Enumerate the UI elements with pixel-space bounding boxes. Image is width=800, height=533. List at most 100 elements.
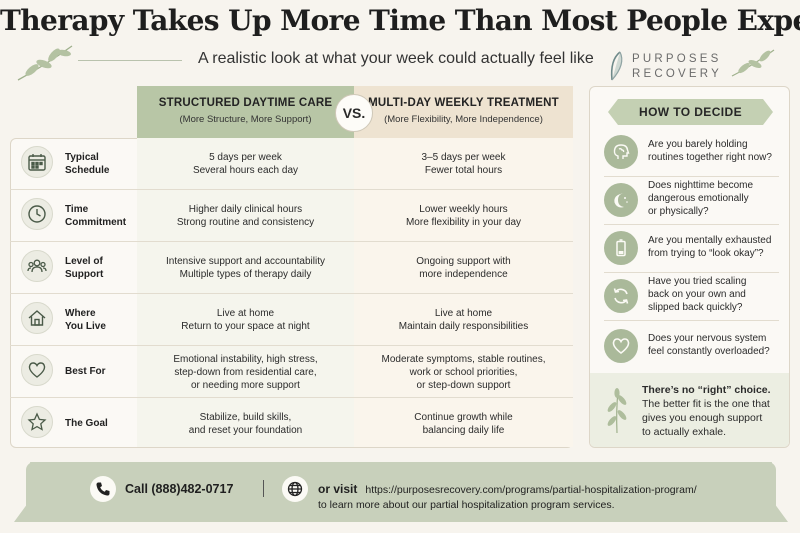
feather-logo-icon <box>610 51 623 81</box>
heart-icon <box>21 354 53 386</box>
question-divider <box>604 272 779 273</box>
row-label: Time Commitment <box>65 203 135 229</box>
people-icon <box>21 250 53 282</box>
question-text: Have you tried scaling back on your own a… <box>648 275 788 314</box>
decision-question: Are you barely holding routines together … <box>590 129 789 177</box>
visit-line: or visit https://purposesrecovery.com/pro… <box>318 482 697 496</box>
row-label-line: Schedule <box>65 165 110 176</box>
cell-line: Lower weekly hours <box>419 204 508 215</box>
column-b-subtitle: (More Flexibility, More Independence) <box>384 114 543 125</box>
brain-icon <box>604 135 638 169</box>
row-divider <box>10 397 573 398</box>
decision-footer: There’s no “right” choice. The better fi… <box>590 373 789 447</box>
cell-line: Multiple types of therapy daily <box>179 269 312 280</box>
phone-icon[interactable] <box>90 476 116 502</box>
footer-bold: There’s no “right” choice. <box>642 384 771 396</box>
decision-question: Does your nervous system feel constantly … <box>590 323 789 371</box>
question-text: Does nighttime become dangerous emotional… <box>648 179 788 218</box>
row-label: Best For <box>65 365 135 378</box>
table-row: Where You Live Live at home Return to your … <box>10 294 573 346</box>
footer-line: gives you enough support <box>642 412 763 424</box>
question-divider <box>604 176 779 177</box>
cell-multi-day-weekly-treatment: 3–5 days per week Fewer total hours <box>354 138 573 190</box>
cell-line: Moderate symptoms, stable routines, <box>381 353 546 365</box>
call-phone-link[interactable]: Call (888)482-0717 <box>125 482 234 496</box>
column-b-title: MULTI-DAY WEEKLY TREATMENT <box>368 97 559 109</box>
row-divider <box>10 241 573 242</box>
logo-text-line2: RECOVERY <box>632 68 722 80</box>
leaf-branch-icon <box>17 45 73 81</box>
cell-multi-day-weekly-treatment: Ongoing support with more independence <box>354 242 573 294</box>
purposes-recovery-logo: PURPOSES RECOVERY <box>606 50 736 84</box>
cell-line: or step-down support <box>416 379 511 391</box>
cell-line: Fewer total hours <box>424 165 503 176</box>
cell-line: Maintain daily responsibilities <box>398 321 529 332</box>
cell-line: Live at home <box>216 308 275 319</box>
question-text: Are you barely holding routines together … <box>648 138 788 164</box>
cell-structured-daytime-care: Live at home Return to your space at nigh… <box>137 294 354 346</box>
cell-line: Several hours each day <box>192 165 299 176</box>
cell-multi-day-weekly-treatment: Lower weekly hours More flexibility in yo… <box>354 190 573 242</box>
row-divider <box>10 345 573 346</box>
cell-structured-daytime-care: 5 days per week Several hours each day <box>137 138 354 190</box>
leaf-branch-icon <box>731 49 775 77</box>
question-line: or physically? <box>648 206 709 217</box>
row-divider <box>10 189 573 190</box>
row-label-line: You Live <box>65 321 106 332</box>
battery-low-icon <box>604 231 638 265</box>
question-line: from trying to “look okay”? <box>648 248 764 259</box>
globe-icon[interactable] <box>282 476 308 502</box>
row-label-line: Typical <box>65 152 99 163</box>
cell-line: balancing daily life <box>422 425 505 436</box>
calendar-icon <box>21 146 53 178</box>
question-line: Have you tried scaling <box>648 276 747 287</box>
cell-line: work or school priorities, <box>409 366 518 378</box>
footer-line: to actually exhale. <box>642 426 727 438</box>
contact-banner <box>26 462 776 522</box>
decision-question: Have you tried scaling back on your own a… <box>590 273 789 321</box>
cell-line: Continue growth while <box>414 412 513 423</box>
cell-multi-day-weekly-treatment: Moderate symptoms, stable routines, work … <box>354 346 573 398</box>
cell-line: Return to your space at night <box>181 321 310 332</box>
row-label-line: Time <box>65 204 89 215</box>
question-line: back on your own and <box>648 289 746 300</box>
question-line: feel constantly overloaded? <box>648 346 770 357</box>
row-label-line: Commitment <box>65 217 127 228</box>
clock-icon <box>21 198 53 230</box>
row-divider <box>10 293 573 294</box>
column-a-title: STRUCTURED DAYTIME CARE <box>158 97 333 109</box>
table-row: The Goal Stabilize, build skills, and rese… <box>10 398 573 450</box>
row-label-line: The Goal <box>65 418 108 429</box>
decision-footer-text: There’s no “right” choice. The better fi… <box>642 383 787 439</box>
divider <box>263 480 264 497</box>
question-line: Are you barely holding <box>648 139 748 150</box>
cell-line: 5 days per week <box>209 152 282 163</box>
footer-line: The better fit is the one that <box>642 398 770 410</box>
cell-multi-day-weekly-treatment: Live at home Maintain daily responsibilit… <box>354 294 573 346</box>
row-label: The Goal <box>65 417 135 430</box>
question-divider <box>604 224 779 225</box>
cell-line: more independence <box>419 269 508 280</box>
cell-structured-daytime-care: Higher daily clinical hours Strong routin… <box>137 190 354 242</box>
column-header-structured-daytime-care: STRUCTURED DAYTIME CARE (More Structure,… <box>137 86 354 138</box>
website-url-link[interactable]: https://purposesrecovery.com/programs/pa… <box>365 484 697 496</box>
cell-multi-day-weekly-treatment: Continue growth while balancing daily lif… <box>354 398 573 450</box>
page-title: Therapy Takes Up More Time Than Most Peo… <box>0 4 800 37</box>
cell-structured-daytime-care: Stabilize, build skills, and reset your f… <box>137 398 354 450</box>
cell-line: step-down from residential care, <box>174 366 317 378</box>
row-label-line: Support <box>65 269 104 280</box>
table-row: Typical Schedule 5 days per week Several ho… <box>10 138 573 190</box>
decision-question: Are you mentally exhausted from trying to… <box>590 225 789 273</box>
decision-question: Does nighttime become dangerous emotional… <box>590 177 789 225</box>
cell-line: Higher daily clinical hours <box>188 204 303 215</box>
question-line: Are you mentally exhausted <box>648 235 772 246</box>
visit-label: or visit <box>318 482 358 496</box>
question-text: Does your nervous system feel constantly … <box>648 332 788 358</box>
divider <box>78 60 182 61</box>
question-text: Are you mentally exhausted from trying to… <box>648 234 788 260</box>
house-icon <box>21 302 53 334</box>
cell-line: More flexibility in your day <box>405 217 522 228</box>
cell-line: Strong routine and consistency <box>176 217 315 228</box>
moon-icon <box>604 183 638 217</box>
logo-text-line1: PURPOSES <box>632 53 722 65</box>
